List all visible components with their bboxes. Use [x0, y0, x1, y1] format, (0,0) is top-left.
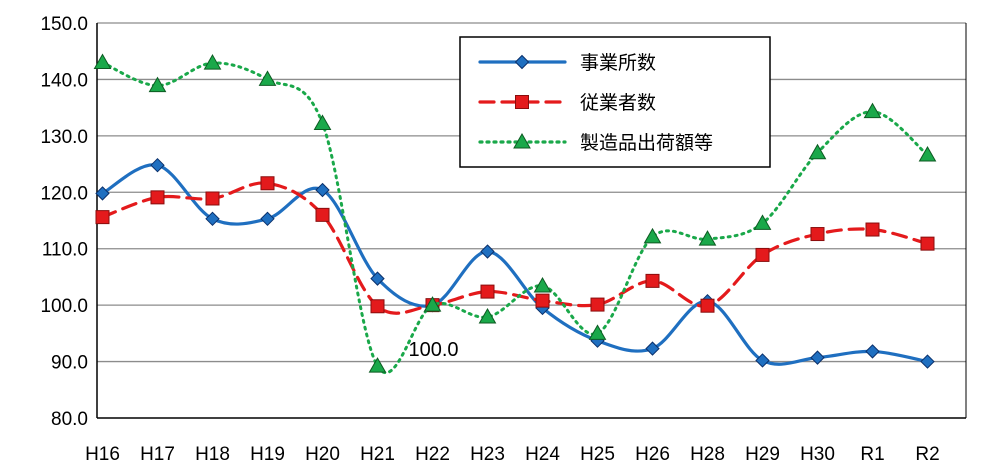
data-point [150, 157, 165, 173]
data-point [645, 341, 660, 356]
y-tick-label: 100.0 [40, 296, 88, 317]
data-point [368, 357, 387, 373]
data-point [370, 299, 385, 314]
data-point [258, 70, 277, 86]
data-point [863, 102, 882, 119]
y-tick-label: 80.0 [51, 409, 88, 430]
data-point [535, 293, 550, 308]
data-point [480, 284, 495, 299]
x-tick-label: H19 [250, 444, 285, 465]
data-point [588, 324, 607, 340]
x-tick-label: H17 [140, 444, 175, 465]
x-tick-label: H28 [690, 444, 725, 465]
data-point [810, 227, 825, 242]
x-tick-label: H26 [635, 444, 670, 465]
data-point [643, 227, 662, 244]
data-point [753, 214, 772, 230]
series-1 [95, 157, 935, 369]
data-point [260, 211, 275, 227]
data-point [865, 222, 880, 237]
legend-label: 事業所数 [580, 52, 656, 74]
x-tick-label: H29 [745, 444, 780, 465]
x-tick-label: H18 [195, 444, 230, 465]
data-point [590, 297, 605, 312]
legend-marker [514, 54, 530, 70]
x-tick-label: H22 [415, 444, 450, 465]
x-tick-label: H20 [305, 444, 340, 465]
data-point [423, 296, 442, 312]
x-tick-label: H24 [525, 444, 560, 465]
x-tick-label: H23 [470, 444, 505, 465]
data-point [93, 53, 112, 69]
legend-label: 従業者数 [580, 92, 656, 114]
data-point [315, 182, 330, 198]
data-point [260, 176, 275, 191]
series-line [100, 181, 930, 315]
data-point [698, 230, 717, 246]
x-tick-label: R1 [860, 444, 884, 465]
x-tick-label: R2 [915, 444, 939, 465]
x-axis-tick-labels: H16 H17 H18 H19 H20 H21 H22 H23 H24 H25 H26 H28 H29 H… [85, 444, 940, 465]
y-tick-label: 90.0 [51, 353, 88, 374]
data-point [205, 191, 220, 206]
data-point [865, 344, 880, 359]
data-point [95, 186, 110, 201]
y-tick-label: 150.0 [40, 14, 88, 35]
data-point [918, 146, 937, 162]
data-point [95, 210, 110, 225]
data-point [755, 247, 770, 262]
data-point [920, 236, 935, 251]
data-point [478, 307, 497, 324]
x-tick-label: H21 [360, 444, 395, 465]
legend-label: 製造品出荷額等 [580, 132, 713, 154]
series-line [100, 163, 930, 366]
y-tick-label: 130.0 [40, 127, 88, 148]
x-tick-label: H25 [580, 444, 615, 465]
data-point [645, 273, 660, 288]
annotation-label: 100.0 [408, 339, 458, 361]
data-point [920, 354, 935, 369]
data-point [203, 54, 222, 70]
series-3 [93, 53, 937, 375]
series-group [93, 53, 937, 375]
data-point [315, 207, 330, 222]
x-tick-label: H30 [800, 444, 835, 465]
data-point [370, 271, 385, 286]
data-point [480, 244, 495, 259]
legend-marker [513, 132, 531, 149]
x-tick-label: H16 [85, 444, 120, 465]
y-tick-label: 140.0 [40, 70, 88, 91]
data-point [150, 190, 165, 205]
legend-marker [515, 95, 529, 109]
data-point [313, 114, 332, 130]
data-point [533, 276, 552, 293]
data-point [205, 211, 220, 227]
y-tick-label: 110.0 [42, 240, 88, 261]
data-point [700, 298, 715, 313]
series-2 [95, 176, 935, 315]
data-point [755, 353, 770, 368]
y-axis-tick-labels: 80.0 90.0 100.0 110.0 120.0 130.0 140.0 150.0 [40, 14, 88, 430]
data-point [808, 143, 827, 160]
data-point [148, 76, 167, 93]
y-tick-label: 120.0 [40, 183, 88, 204]
data-point [810, 350, 825, 365]
